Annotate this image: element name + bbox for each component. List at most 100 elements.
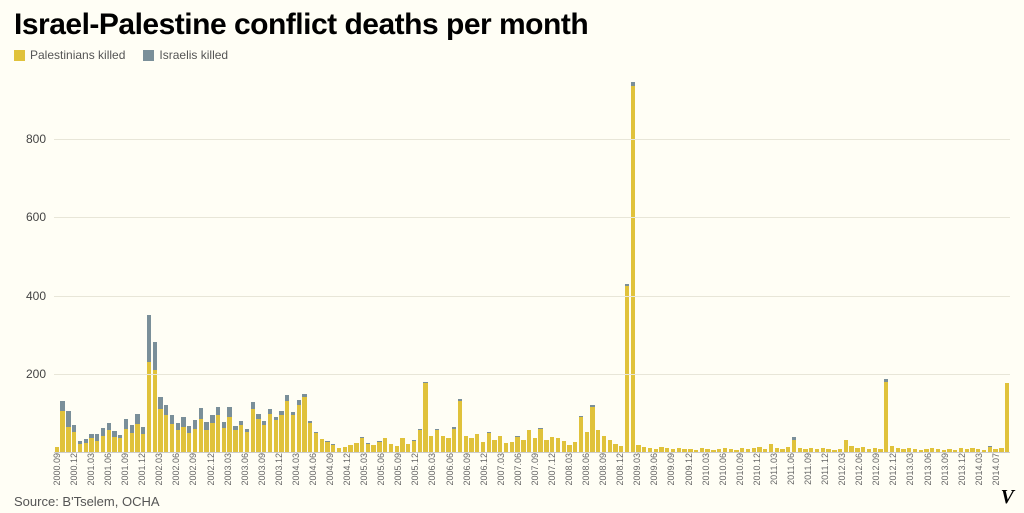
bar-segment-palestinians [596,430,600,452]
bar-segment-palestinians [602,436,606,452]
bar [642,80,646,452]
bar-segment-israelis [124,419,128,429]
bar-segment-palestinians [130,433,134,452]
x-tick-label: 2008.12 [615,453,625,486]
bar-segment-palestinians [452,429,456,452]
bar [757,80,761,452]
x-tick-label: 2003.03 [223,453,233,486]
bar [844,80,848,452]
bar [498,80,502,452]
y-tick-label: 400 [26,289,46,303]
bar [337,80,341,452]
bar [855,80,859,452]
bar-segment-palestinians [533,438,537,452]
x-tick-label: 2011.09 [803,453,813,485]
bar [325,80,329,452]
bar-segment-palestinians [924,449,928,452]
chart-area: 200400600800 [14,80,1010,453]
bar [746,80,750,452]
bar-segment-palestinians [550,437,554,452]
bar [867,80,871,452]
bar-segment-palestinians [855,448,859,452]
bar [873,80,877,452]
bar-segment-israelis [170,415,174,424]
bar [982,80,986,452]
bar-segment-palestinians [821,448,825,452]
x-tick-label: 2002.06 [171,453,181,486]
bar [193,80,197,452]
bar [112,80,116,452]
bar [849,80,853,452]
bar [988,80,992,452]
bar-segment-palestinians [55,447,59,452]
bar-segment-palestinians [262,425,266,452]
bar-segment-palestinians [826,449,830,452]
y-tick-label: 200 [26,367,46,381]
bar [907,80,911,452]
bar-segment-palestinians [101,436,105,452]
bar [671,80,675,452]
bar-segment-palestinians [953,450,957,452]
bar [72,80,76,452]
bar-segment-palestinians [423,383,427,452]
bar [826,80,830,452]
bar [245,80,249,452]
chart-title: Israel-Palestine conflict deaths per mon… [0,0,1024,46]
bar [187,80,191,452]
x-tick-label: 2010.12 [752,453,762,486]
legend-item-palestinians: Palestinians killed [14,48,125,62]
bar-segment-palestinians [308,423,312,452]
bar [648,80,652,452]
bar-segment-israelis [164,405,168,415]
bar [164,80,168,452]
bar [631,80,635,452]
bar [740,80,744,452]
bar [717,80,721,452]
bar-segment-palestinians [775,448,779,452]
bar [659,80,663,452]
bar [677,80,681,452]
bar [418,80,422,452]
bar [579,80,583,452]
bar [803,80,807,452]
bar-segment-palestinians [849,446,853,452]
bar [204,80,208,452]
bar-segment-palestinians [227,417,231,452]
bar-segment-palestinians [861,447,865,452]
bar [452,80,456,452]
bar-segment-palestinians [337,448,341,452]
bar [89,80,93,452]
bar-segment-palestinians [959,448,963,452]
bar-segment-israelis [95,434,99,441]
bar [521,80,525,452]
bar-segment-palestinians [740,448,744,452]
x-tick-label: 2010.06 [718,453,728,486]
bar-segment-palestinians [556,438,560,452]
bar-segment-palestinians [654,449,658,452]
bar-segment-palestinians [302,397,306,452]
bar-segment-palestinians [970,448,974,452]
bar-segment-palestinians [999,448,1003,452]
bar-segment-palestinians [199,419,203,452]
plot-area [54,80,1010,453]
bar [734,80,738,452]
bar-segment-palestinians [291,415,295,452]
bar-segment-palestinians [383,438,387,452]
grid-line [54,139,1010,140]
legend-item-israelis: Israelis killed [143,48,228,62]
bar [896,80,900,452]
bar-segment-palestinians [348,445,352,452]
bar-segment-palestinians [141,434,145,452]
bar-segment-israelis [227,407,231,417]
bar-segment-palestinians [135,424,139,452]
bar-segment-palestinians [279,415,283,452]
y-tick-label: 800 [26,132,46,146]
bar [999,80,1003,452]
bar [487,80,491,452]
bar-segment-israelis [193,420,197,429]
bar [199,80,203,452]
bar-segment-palestinians [343,447,347,452]
bar [838,80,842,452]
bar [400,80,404,452]
grid-line [54,374,1010,375]
